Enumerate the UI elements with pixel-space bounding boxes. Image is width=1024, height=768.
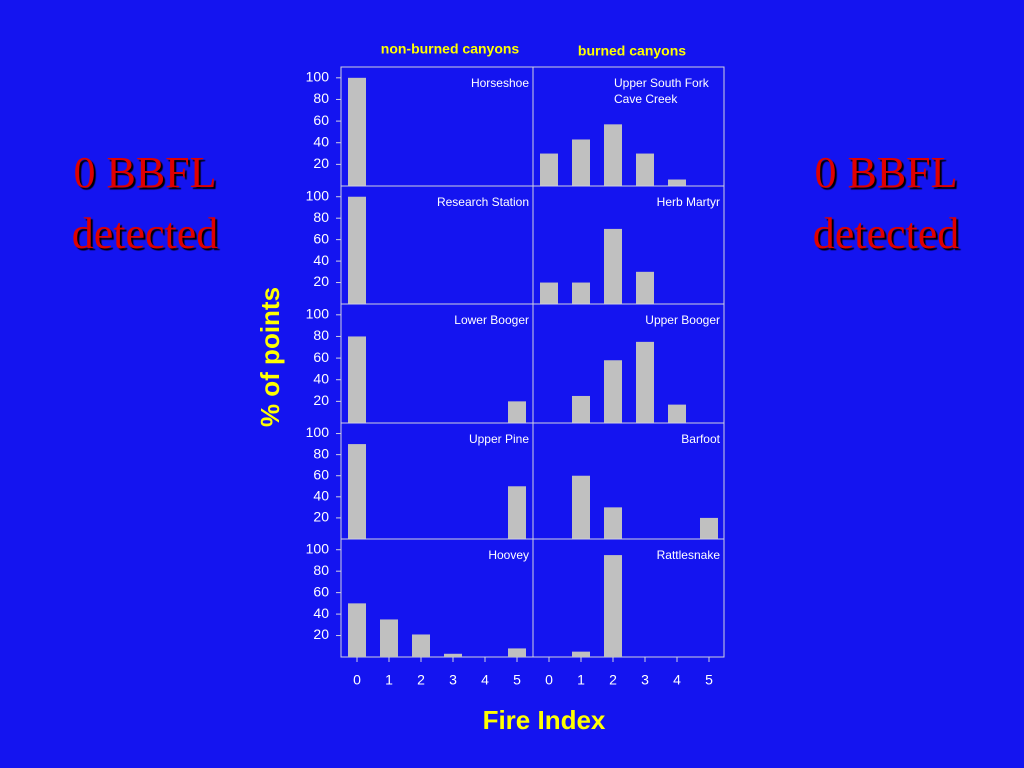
bar [444,653,462,657]
left-note: 0 BBFL [73,148,216,197]
bar [508,486,526,539]
x-tick-label: 4 [673,672,681,688]
bar [700,517,718,539]
panel-title: Cave Creek [614,92,678,106]
panel-title: Hoovey [488,548,529,562]
y-tick-label: 100 [306,187,330,203]
right-note: detected [813,209,960,258]
panel-title: Rattlesnake [657,548,721,562]
y-tick-label: 80 [313,209,329,225]
x-axis-label: Fire Index [483,705,606,735]
column-title: non-burned canyons [381,41,520,57]
bar [604,555,622,657]
x-tick-label: 2 [417,672,425,688]
panel-title: Research Station [437,195,529,209]
bar [348,444,366,539]
y-tick-label: 20 [313,392,329,408]
bar [572,139,590,186]
bar [604,124,622,186]
bar [348,336,366,423]
x-tick-label: 5 [705,672,713,688]
y-tick-label: 20 [313,626,329,642]
bar [508,401,526,423]
left-note: detected [72,209,219,258]
y-tick-label: 60 [313,349,329,365]
y-tick-label: 60 [313,112,329,128]
x-tick-label: 0 [545,672,553,688]
panel-title: Upper South Fork [614,76,710,90]
bar [572,395,590,423]
bar [572,475,590,539]
right-note: 0 BBFL [814,148,957,197]
bar [508,648,526,657]
bar [636,271,654,304]
bar [348,77,366,186]
y-tick-label: 80 [313,90,329,106]
x-tick-label: 3 [449,672,457,688]
y-tick-label: 60 [313,466,329,482]
bar [636,153,654,186]
y-tick-label: 20 [313,273,329,289]
y-tick-label: 100 [306,540,330,556]
x-tick-label: 0 [353,672,361,688]
bar [348,603,366,657]
bar [348,196,366,304]
bar [380,619,398,657]
x-tick-label: 2 [609,672,617,688]
bar [572,282,590,304]
y-axis-label: % of points [255,287,285,427]
panel-title: Lower Booger [454,313,529,327]
panel-title: Herb Martyr [657,195,720,209]
bar [540,282,558,304]
panel-title: Barfoot [681,432,720,446]
bar [540,153,558,186]
bar [668,179,686,186]
y-tick-label: 40 [313,488,329,504]
column-title: burned canyons [578,43,686,59]
y-tick-label: 60 [313,583,329,599]
y-tick-label: 80 [313,562,329,578]
x-tick-label: 5 [513,672,521,688]
x-tick-label: 1 [577,672,585,688]
bar [636,341,654,423]
y-tick-label: 100 [306,69,330,85]
y-tick-label: 60 [313,230,329,246]
y-tick-label: 40 [313,605,329,621]
bar [604,228,622,304]
y-tick-label: 40 [313,252,329,268]
y-tick-label: 100 [306,424,330,440]
x-tick-label: 4 [481,672,489,688]
panel-title: Horseshoe [471,76,529,90]
y-tick-label: 40 [313,370,329,386]
y-tick-label: 20 [313,509,329,525]
y-tick-label: 20 [313,155,329,171]
y-tick-label: 80 [313,445,329,461]
panel-title: Upper Booger [645,313,720,327]
y-tick-label: 40 [313,133,329,149]
bar [412,634,430,657]
bar [572,651,590,657]
x-tick-label: 3 [641,672,649,688]
bar [668,404,686,423]
y-tick-label: 80 [313,327,329,343]
x-tick-label: 1 [385,672,393,688]
y-tick-label: 100 [306,306,330,322]
panel-frame [532,538,725,658]
bar [604,507,622,539]
bar [604,360,622,423]
panel-title: Upper Pine [469,432,529,446]
